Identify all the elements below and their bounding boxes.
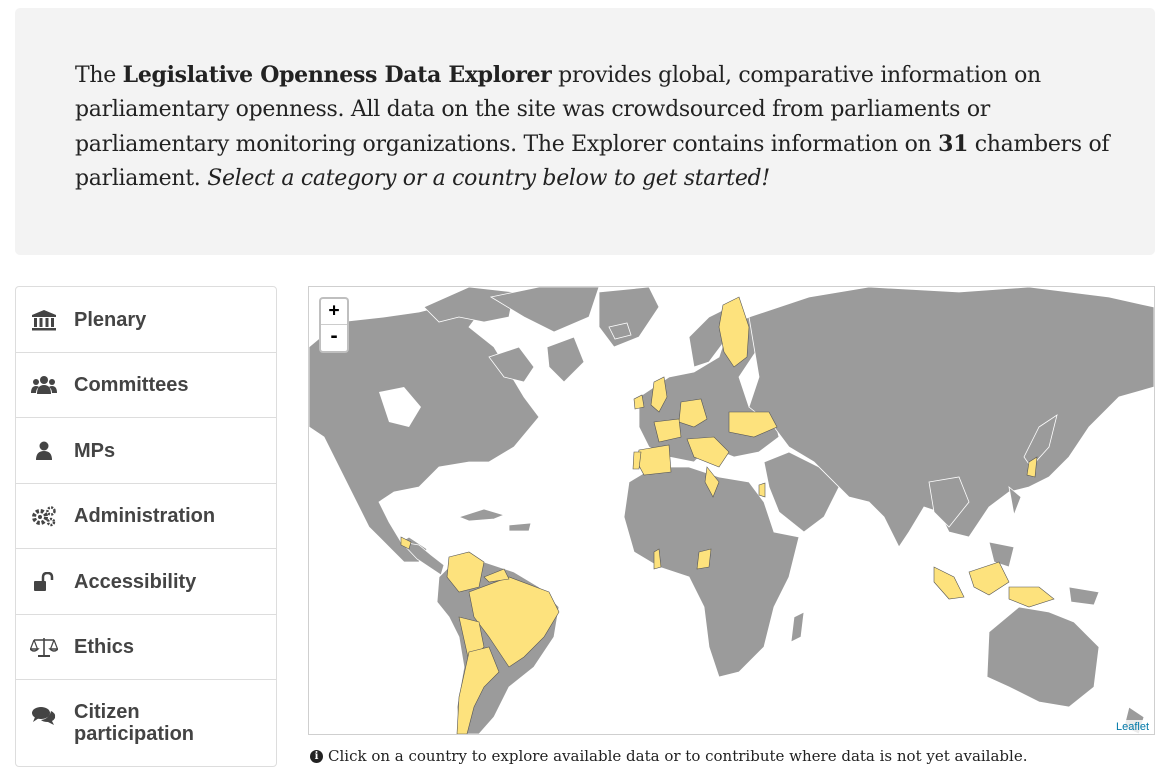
category-list: Plenary Committees MPs Administration Ac… <box>15 286 277 767</box>
intro-brand: Legislative Openness Data Explorer <box>122 62 552 88</box>
category-label: Committees <box>74 374 189 396</box>
category-label: Plenary <box>74 309 147 331</box>
gears-icon <box>30 504 58 528</box>
category-item-accessibility[interactable]: Accessibility <box>16 549 276 615</box>
chamber-count: 31 <box>938 131 969 157</box>
category-item-citizen-participation[interactable]: Citizen participation <box>16 680 276 766</box>
category-item-ethics[interactable]: Ethics <box>16 615 276 680</box>
category-label: Administration <box>74 505 216 527</box>
map-hint: i Click on a country to explore availabl… <box>310 747 1027 765</box>
category-label: Citizen participation <box>74 701 195 745</box>
info-circle-icon: i <box>310 749 323 763</box>
unlock-icon <box>30 570 58 594</box>
zoom-in-button[interactable]: + <box>321 299 347 325</box>
comments-icon <box>30 704 58 728</box>
map-hint-text: Click on a country to explore available … <box>328 747 1028 765</box>
category-item-plenary[interactable]: Plenary <box>16 287 276 353</box>
map-canvas[interactable] <box>309 287 1154 734</box>
world-map[interactable]: + - Leaflet <box>308 286 1155 735</box>
category-label: MPs <box>74 440 116 462</box>
category-item-committees[interactable]: Committees <box>16 353 276 418</box>
intro-cta: Select a category or a country below to … <box>207 166 770 191</box>
category-item-administration[interactable]: Administration <box>16 484 276 549</box>
users-icon <box>30 373 58 397</box>
building-columns-icon <box>30 308 58 332</box>
category-label: Ethics <box>74 636 135 658</box>
category-label: Accessibility <box>74 571 197 593</box>
balance-scale-icon <box>30 635 58 659</box>
intro-part2: chambers of parliament. <box>75 132 1110 191</box>
zoom-control: + - <box>319 297 349 353</box>
user-icon <box>30 439 58 463</box>
intro-text: The Legislative Openness Data Explorer p… <box>75 58 1115 196</box>
zoom-out-button[interactable]: - <box>328 326 340 347</box>
intro-panel: The Legislative Openness Data Explorer p… <box>15 8 1155 255</box>
category-item-mps[interactable]: MPs <box>16 418 276 484</box>
intro-part1: provides global, comparative information… <box>75 63 1041 157</box>
intro-lead: The <box>75 63 123 88</box>
leaflet-attribution-link[interactable]: Leaflet <box>1110 720 1154 734</box>
